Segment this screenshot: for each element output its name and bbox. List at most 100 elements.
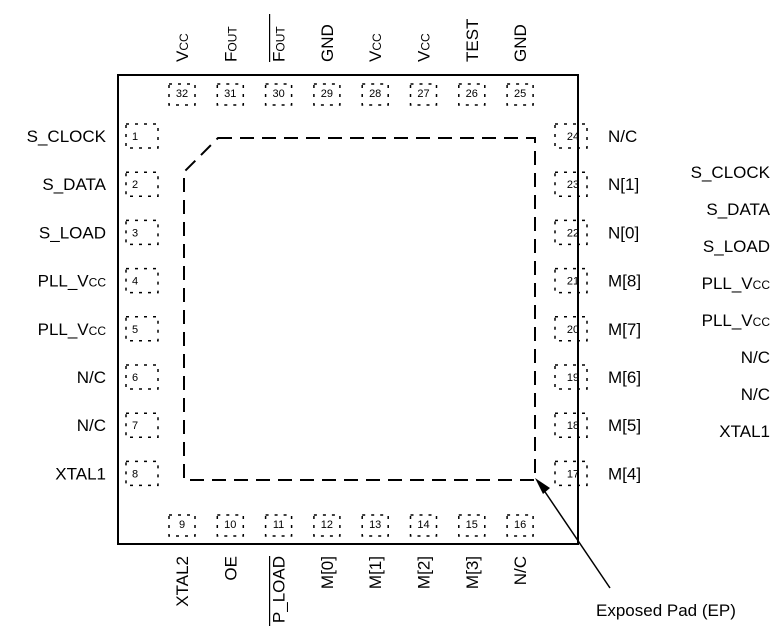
left-pin-label-name: S_LOAD [39,223,106,242]
top-pins: 32VCC31FOUT30FOUT29GND28VCC27VCC26TEST25… [168,14,534,106]
pin-number: 8 [132,468,138,480]
bottom-pin-label-name: M[1] [366,556,385,589]
left-pin-label: S_LOAD [39,223,106,242]
ghost-label-name: PLL_V [702,274,754,293]
pin-number: 18 [567,420,579,432]
pin-number: 1 [132,131,138,143]
bottom-pin-label: N/C [511,556,530,585]
top-pin-label: TEST [463,19,482,62]
pin-number: 28 [369,88,381,100]
pin-number: 5 [132,324,138,336]
pin-number: 30 [272,88,284,100]
left-pin-label: N/C [77,368,106,387]
pin-number: 2 [132,179,138,191]
exposed-pad-label: Exposed Pad (EP) [596,601,736,620]
bottom-pin-label: M[1] [366,556,385,589]
pin-pad [168,83,196,106]
ghost-label-name: S_CLOCK [691,163,771,182]
pin-pad [506,514,534,537]
pin-pad [554,460,588,487]
pin-pad [125,219,159,246]
left-pin-label: S_CLOCK [27,127,107,146]
top-pin-label-name: TEST [463,19,482,62]
bottom-pin-label-name: M[2] [415,556,434,589]
bottom-pin-label: P_LOAD [270,556,289,623]
left-pin-label-sub: CC [89,276,107,290]
ghost-label-name: PLL_V [702,311,754,330]
top-pin-label-sub: CC [370,33,384,51]
pin-number: 4 [132,276,138,288]
pin-number: 29 [321,88,333,100]
pin-number: 19 [567,372,579,384]
top-pin-label-name: F [270,52,289,62]
pin-pad [216,83,245,106]
right-pin-label: M[7] [608,320,641,339]
pin-pad [458,514,486,537]
pin-number: 32 [176,88,188,100]
pin-pad [506,83,534,106]
right-pin-label-name: M[5] [608,416,641,435]
pin-number: 13 [369,519,381,531]
pin-pad [554,123,588,149]
top-pin-label-sub: OUT [274,26,288,52]
top-pin-label-sub: OUT [225,26,239,52]
top-pin-label-name: F [221,52,240,62]
right-pin-label: M[4] [608,464,641,483]
pin-pad [554,171,588,197]
top-pin-label: GND [511,24,530,62]
top-pin-label-sub: CC [419,33,433,51]
bottom-pin-label-name: XTAL2 [173,556,192,607]
ghost-label-name: XTAL1 [719,422,770,441]
bottom-pin-label: M[2] [415,556,434,589]
pin-pad [216,514,245,537]
right-pins: 24 N/C 23 N[1] 22 N[0] 21 M[8] 20 M[7] 19 M[6] 18 M[5… [554,123,641,487]
right-pin-label: M[8] [608,272,641,291]
left-pin-label-name: N/C [77,368,106,387]
pin-number: 6 [132,372,138,384]
pin-pad [125,364,159,390]
left-pin-label-name: S_DATA [42,175,106,194]
pin-number: 27 [417,88,429,100]
pin-pad [264,83,293,106]
left-pin-label-name: S_CLOCK [27,127,107,146]
left-pin-label: N/C [77,416,106,435]
top-pin-label: FOUT [270,26,289,62]
pin-pad [125,123,159,149]
ghost-label: PLL_VCC [702,311,771,330]
top-pin-label-name: GND [511,24,530,62]
top-pin-label-sub: CC [177,33,191,51]
ghost-label-name: S_LOAD [703,237,770,256]
pin-pad [554,316,588,342]
left-pin-label: PLL_VCC [38,272,107,291]
pin-number: 23 [567,179,579,191]
pin-number: 21 [567,276,579,288]
ghost-label-name: N/C [741,348,770,367]
pin-pad [125,460,159,487]
pin-pad [313,83,341,106]
bottom-pin-label: M[3] [463,556,482,589]
bottom-pin-label: OE [221,556,240,581]
right-pin-label: N[1] [608,175,639,194]
bottom-pin-label-name: N/C [511,556,530,585]
bottom-pin-label-name: P_LOAD [270,556,289,623]
ghost-label-column: S_CLOCKS_DATAS_LOADPLL_VCCPLL_VCCN/CN/CX… [691,163,771,441]
pin-number: 3 [132,227,138,239]
pin-number: 11 [273,519,284,531]
exposed-pad-arrowhead [535,478,550,494]
left-pin-label: XTAL1 [55,464,106,483]
ghost-label: N/C [741,385,770,404]
left-pin-label-name: PLL_V [38,320,90,339]
pin-pad [409,83,438,106]
ghost-label: S_CLOCK [691,163,771,182]
pin-pad [554,267,588,294]
left-pin-label: S_DATA [42,175,106,194]
right-pin-label: M[6] [608,368,641,387]
pin-number: 31 [224,88,236,100]
pin-number: 24 [567,131,579,143]
pin-number: 25 [514,88,526,100]
bottom-pins: 9 XTAL2 10 OE 11 P_LOAD 12 M[0] 13 M[1] 14 M[2] 15 M[… [168,514,534,626]
pin-number: 7 [132,420,138,432]
right-pin-label-name: M[4] [608,464,641,483]
right-pin-label-name: M[7] [608,320,641,339]
